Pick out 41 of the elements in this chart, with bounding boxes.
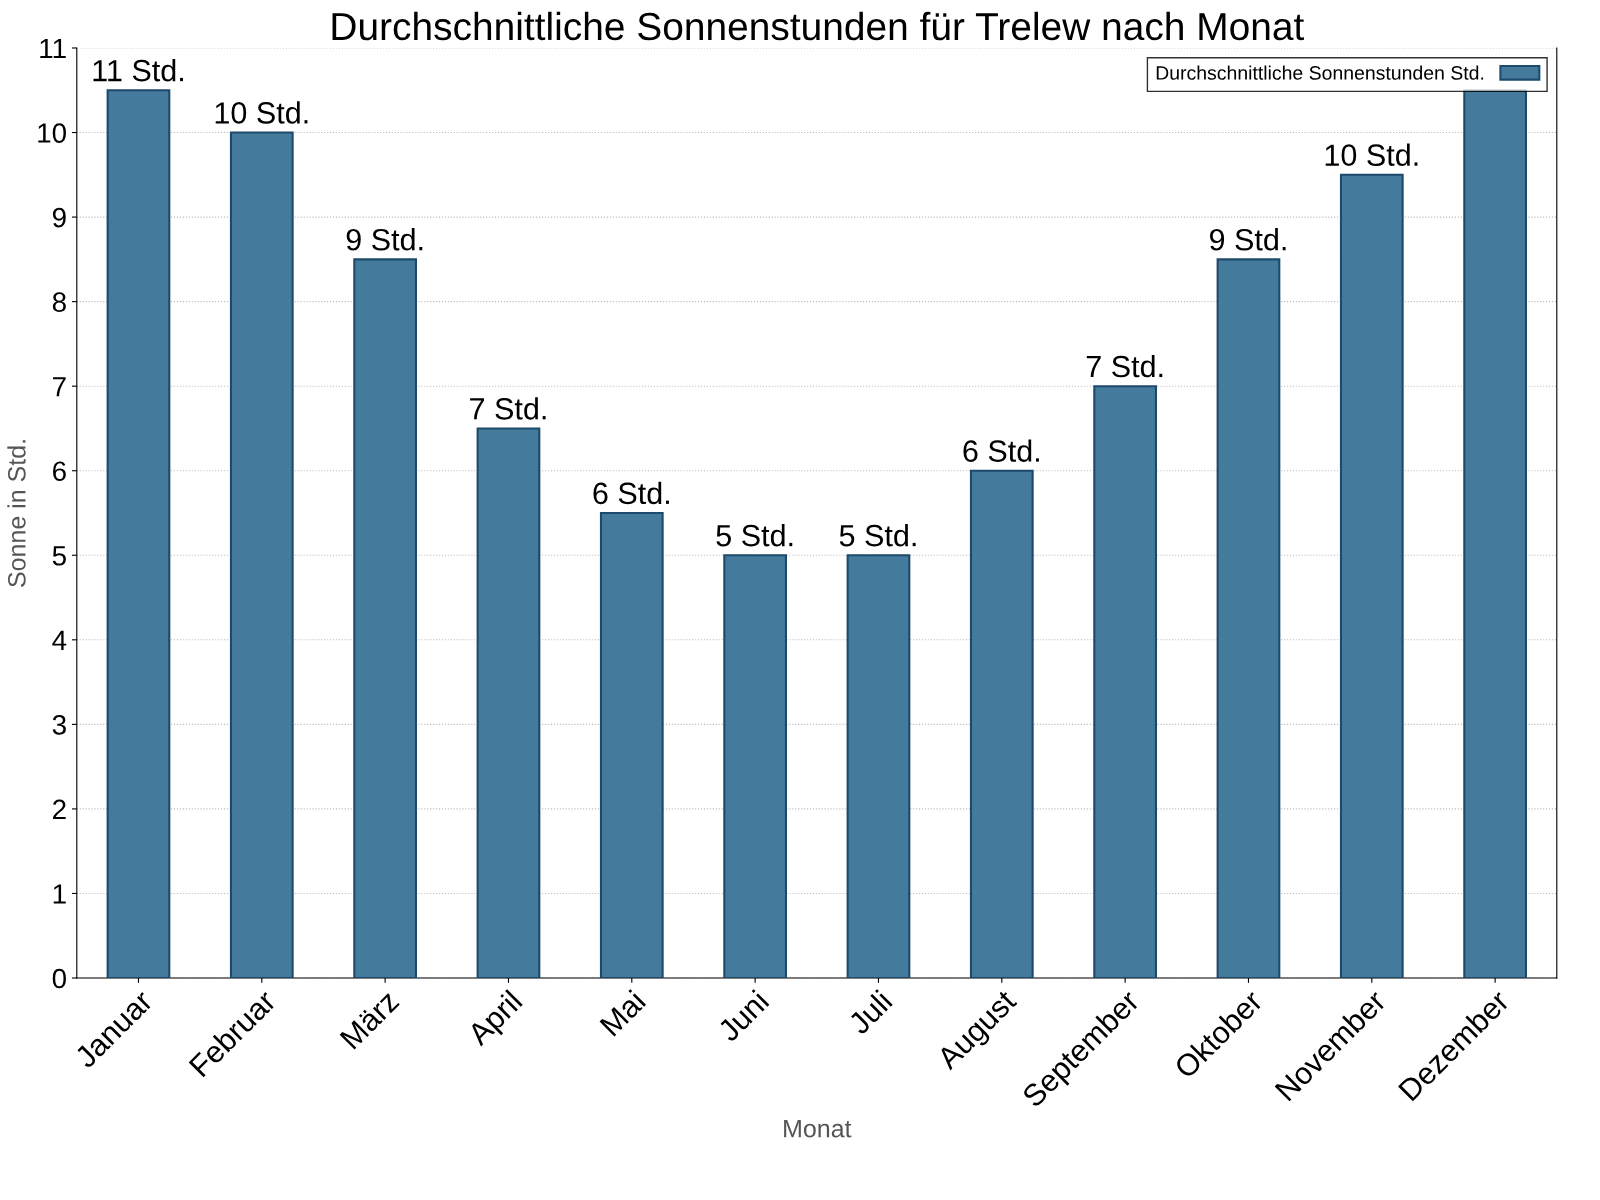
bar — [1463, 89, 1528, 978]
data-label: 5 Std. — [716, 524, 793, 547]
y-tick-label: 2 — [53, 799, 66, 819]
y-tick-label: 3 — [52, 715, 66, 735]
data-label: 5 Std. — [839, 524, 916, 547]
y-tick-label: 11 — [40, 38, 66, 59]
y-tick-label: 0 — [52, 968, 66, 989]
bar — [229, 131, 294, 978]
bar — [846, 554, 911, 978]
bar — [1216, 258, 1281, 978]
x-axis-title: Monat — [784, 1120, 852, 1138]
data-label: 10 Std. — [1325, 143, 1418, 166]
bar — [353, 258, 418, 978]
bar — [723, 554, 788, 978]
legend-label: Durchschnittliche Sonnenstunden Std. — [1156, 65, 1484, 80]
bar — [1093, 385, 1158, 978]
bar — [106, 89, 171, 978]
y-tick-label: 6 — [53, 461, 66, 482]
data-label: 6 Std. — [593, 481, 669, 505]
bar — [1339, 173, 1404, 978]
data-label: 7 Std. — [1086, 354, 1163, 378]
data-label: 10 Std. — [215, 101, 308, 124]
data-label: 11 Std. — [93, 59, 183, 82]
bar — [599, 511, 664, 978]
bar — [476, 427, 541, 978]
y-tick-label: 5 — [52, 546, 66, 566]
y-tick-label: 1 — [53, 884, 66, 904]
x-tick-label: Juli — [846, 989, 893, 1036]
y-axis-title: Sonne in Std. — [7, 440, 26, 587]
data-label: 9 Std. — [1209, 228, 1286, 251]
y-tick-label: 9 — [52, 207, 66, 228]
data-label: 9 Std. — [346, 228, 423, 251]
x-tick-label: Mai — [598, 989, 647, 1037]
chart-title: Durchschnittliche Sonnenstunden für Trelew nach Monat — [332, 11, 1305, 41]
y-tick-label: 8 — [52, 292, 66, 312]
data-label: 6 Std. — [963, 439, 1039, 462]
y-tick-label: 4 — [52, 630, 67, 650]
y-tick-label: 7 — [53, 377, 66, 397]
data-label: 7 Std. — [470, 397, 546, 420]
y-tick-label: 10 — [38, 123, 66, 143]
bar — [969, 469, 1034, 978]
